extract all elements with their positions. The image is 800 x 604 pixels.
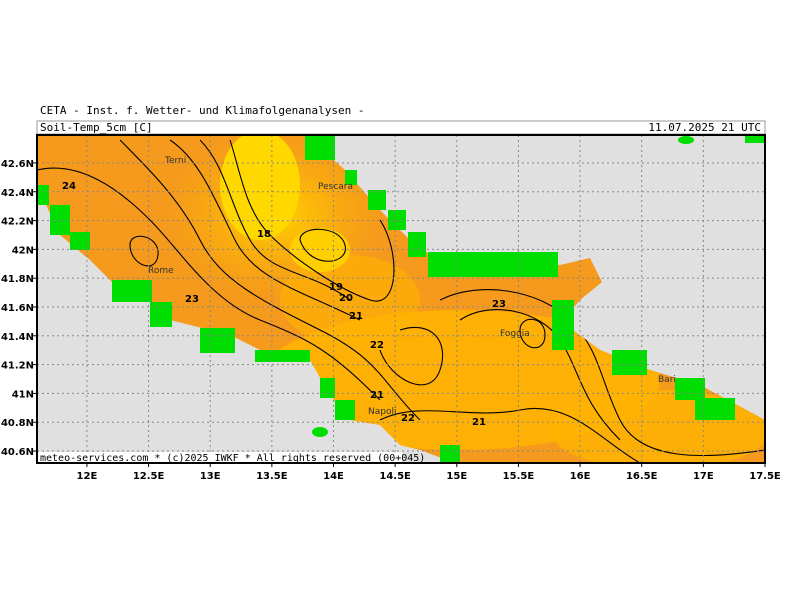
map: Terni Pescara Rome Napoli Foggia Bari 24… <box>37 135 765 464</box>
city-label: Rome <box>148 266 174 276</box>
contour-label: 19 <box>329 282 343 293</box>
x-tick-label: 13.5E <box>256 471 288 482</box>
x-tick-label: 17E <box>693 471 714 482</box>
y-tick-label: 42N <box>12 245 34 256</box>
y-tick-label: 41.2N <box>1 361 34 372</box>
y-tick-label: 41.6N <box>1 303 34 314</box>
contour-label: 22 <box>401 413 415 424</box>
grid <box>37 135 765 463</box>
x-tick-label: 17.5E <box>749 471 781 482</box>
contour-label: 24 <box>62 181 76 192</box>
parameter: Soil-Temp_5cm [C] <box>40 121 153 134</box>
footer-box <box>37 452 402 463</box>
contour-label: 22 <box>370 340 384 351</box>
y-tick-label: 42.4N <box>1 188 34 199</box>
contour-label: 18 <box>257 229 271 240</box>
y-tick-label: 41.8N <box>1 274 34 285</box>
city-label: Terni <box>164 156 186 166</box>
city-label: Napoli <box>368 407 396 417</box>
x-tick-label: 16E <box>570 471 591 482</box>
y-tick-label: 42.2N <box>1 217 34 228</box>
x-tick-label: 14.5E <box>379 471 411 482</box>
footer: meteo-services.com * (c)2025 IWKF * All … <box>40 453 425 464</box>
x-tick-label: 12.5E <box>133 471 165 482</box>
valid-time: 11.07.2025 21 UTC <box>648 121 761 134</box>
city-label: Pescara <box>318 182 353 192</box>
y-tick-label: 40.8N <box>1 418 34 429</box>
city-label: Bari <box>658 375 676 385</box>
x-tick-label: 13E <box>200 471 221 482</box>
map-frame <box>36 134 766 464</box>
x-tick-label: 12E <box>77 471 98 482</box>
contour-label: 21 <box>349 311 363 322</box>
contour-label: 21 <box>472 417 486 428</box>
x-tick-label: 15E <box>446 471 467 482</box>
contour-label: 21 <box>370 390 384 401</box>
header-title: CETA - Inst. f. Wetter- und Klimafolgena… <box>40 104 365 117</box>
y-tick-label: 41N <box>12 389 34 400</box>
contour-label: 23 <box>492 299 506 310</box>
x-tick-label: 14E <box>323 471 344 482</box>
y-tick-label: 41.4N <box>1 332 34 343</box>
y-tick-label: 40.6N <box>1 447 34 458</box>
city-label: Foggia <box>500 329 530 339</box>
y-tick-label: 42.6N <box>1 159 34 170</box>
coast-cells <box>37 135 765 463</box>
x-tick-label: 15.5E <box>503 471 535 482</box>
contour-label: 20 <box>339 293 353 304</box>
x-tick-label: 16.5E <box>626 471 658 482</box>
contour-label: 23 <box>185 294 199 305</box>
